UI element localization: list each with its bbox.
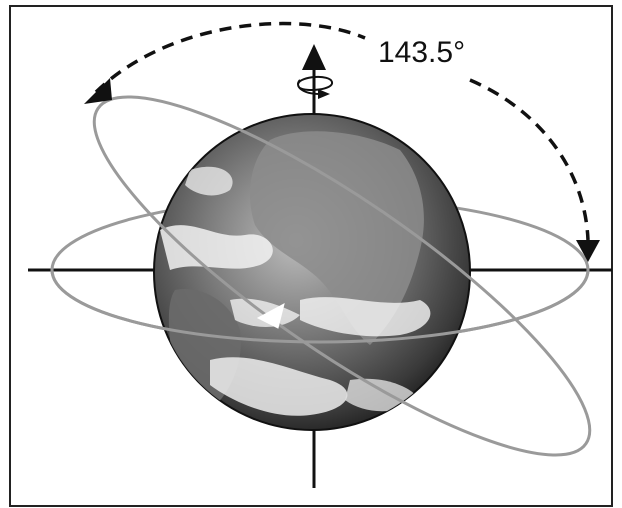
up-arrow-icon [302, 44, 326, 70]
angle-arc [94, 21, 366, 94]
equatorial-orbit-front [50, 269, 590, 344]
orbit-direction-arrow-icon [256, 303, 285, 329]
angle-arc-right [469, 78, 590, 241]
arc-arrowhead-left-icon [84, 78, 112, 104]
rotation-arrow-icon [297, 76, 333, 99]
angle-label: 143.5° [378, 36, 465, 69]
inclined-orbit [92, 95, 592, 457]
earth-globe [153, 113, 471, 431]
arc-arrowhead-right-icon [576, 240, 600, 262]
